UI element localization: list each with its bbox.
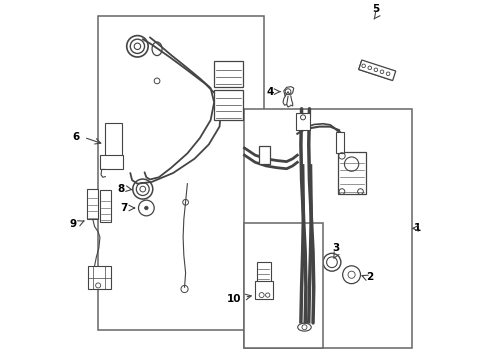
Bar (255, 281, 272, 299)
Bar (295, 113, 309, 130)
Text: 5: 5 (371, 4, 379, 14)
Bar (104, 123, 122, 157)
Text: 10: 10 (227, 294, 241, 303)
Polygon shape (283, 87, 293, 96)
Bar (257, 262, 270, 282)
Bar (88, 266, 111, 289)
Bar (337, 152, 365, 194)
Text: 6: 6 (72, 132, 80, 142)
Text: 8: 8 (118, 184, 124, 194)
Bar (244, 223, 323, 348)
Circle shape (144, 206, 148, 210)
Ellipse shape (297, 323, 310, 331)
Text: 3: 3 (331, 243, 339, 253)
Text: 4: 4 (266, 87, 273, 96)
Bar (244, 109, 411, 348)
Bar (258, 146, 270, 164)
Bar (100, 190, 110, 222)
Bar (98, 16, 264, 330)
Polygon shape (358, 60, 395, 81)
Bar (100, 155, 123, 170)
Bar (87, 189, 98, 219)
Text: 1: 1 (413, 223, 421, 233)
Bar (214, 90, 242, 120)
Text: 9: 9 (69, 219, 77, 229)
Text: 7: 7 (120, 203, 127, 213)
Text: 2: 2 (366, 272, 373, 282)
Bar (335, 132, 344, 153)
Bar (358, 61, 393, 80)
Bar (214, 60, 242, 87)
